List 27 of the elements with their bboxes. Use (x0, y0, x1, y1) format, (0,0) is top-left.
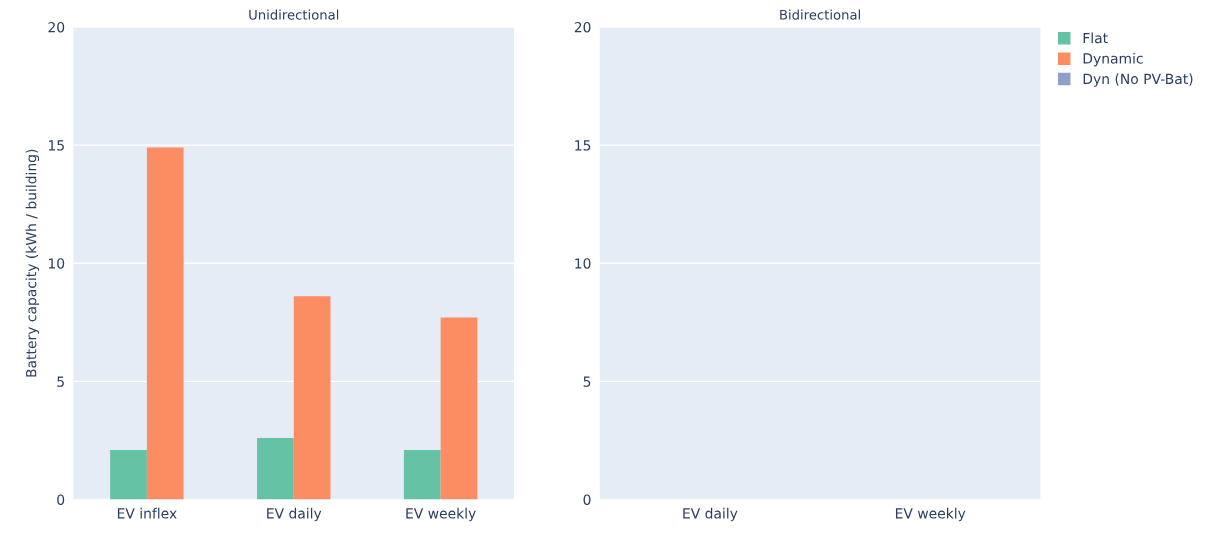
x-tick-label: EV daily (683, 507, 738, 522)
y-tick-label: 10 (48, 258, 65, 269)
x-tick-label: EV weekly (406, 507, 476, 522)
x-tick-label: EV daily (267, 507, 322, 522)
y-tick-label: 0 (57, 494, 65, 505)
y-tick-label: 10 (575, 258, 591, 269)
bar (110, 449, 147, 500)
y-tick-label: 5 (57, 376, 64, 387)
y-tick-label: 20 (574, 21, 591, 33)
legend-label: Dynamic (1083, 52, 1143, 67)
legend-label: Flat (1083, 32, 1108, 44)
y-axis-title: Battery capacity (kWh / building) (25, 149, 40, 377)
bar (146, 147, 184, 500)
x-tick-label: EV weekly (895, 507, 966, 522)
legend-label: Dyn (No PV-Bat) (1083, 73, 1193, 87)
bar (293, 296, 331, 500)
bar (403, 449, 441, 500)
chart-title: Unidirectional (249, 9, 339, 20)
y-tick-label: 20 (48, 21, 65, 33)
x-tick-label: EV inflex (117, 507, 177, 519)
y-tick-label: 0 (583, 494, 591, 505)
bar (257, 438, 294, 500)
y-tick-label: 15 (575, 140, 591, 151)
y-tick-label: 5 (583, 376, 591, 387)
y-tick-label: 15 (48, 140, 64, 151)
bar (440, 317, 478, 500)
chart-title: Bidirectional (780, 9, 860, 20)
